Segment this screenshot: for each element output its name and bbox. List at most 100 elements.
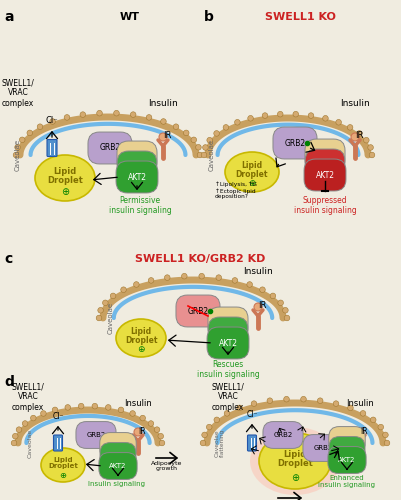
- Text: Adipocyte
growth: Adipocyte growth: [151, 461, 183, 471]
- Text: Lipid
Droplet: Lipid Droplet: [236, 160, 268, 180]
- Circle shape: [146, 114, 152, 120]
- Circle shape: [118, 407, 124, 412]
- Circle shape: [15, 144, 20, 150]
- Circle shape: [251, 401, 257, 406]
- Text: AKT2: AKT2: [316, 170, 334, 179]
- Circle shape: [278, 300, 284, 306]
- Text: Insulin: Insulin: [346, 399, 374, 408]
- Circle shape: [207, 424, 212, 430]
- Text: ⊕: ⊕: [291, 473, 299, 483]
- Circle shape: [154, 427, 160, 432]
- Circle shape: [351, 133, 359, 141]
- Circle shape: [247, 282, 253, 288]
- Circle shape: [214, 130, 219, 136]
- Circle shape: [50, 118, 55, 124]
- Circle shape: [134, 282, 139, 288]
- Text: IRS1: IRS1: [219, 318, 237, 328]
- Text: Caveolae: Caveolae: [108, 302, 114, 334]
- Text: Insulin: Insulin: [124, 399, 152, 408]
- Text: Permissive
insulin signaling: Permissive insulin signaling: [109, 196, 171, 215]
- Circle shape: [348, 405, 353, 410]
- Circle shape: [235, 120, 240, 125]
- Circle shape: [384, 440, 390, 446]
- Ellipse shape: [116, 319, 166, 357]
- Text: Lipid
Droplet: Lipid Droplet: [125, 326, 157, 345]
- Circle shape: [214, 417, 220, 422]
- Text: d: d: [4, 375, 14, 389]
- Circle shape: [254, 303, 262, 311]
- Circle shape: [223, 124, 229, 130]
- Circle shape: [277, 112, 283, 117]
- Text: PI3K: PI3K: [339, 447, 354, 453]
- Circle shape: [30, 416, 36, 421]
- Circle shape: [105, 404, 111, 410]
- Text: AKT2: AKT2: [219, 338, 237, 347]
- Text: Insulin: Insulin: [148, 99, 178, 108]
- Text: SWELL1 KO/GRB2 KD: SWELL1 KO/GRB2 KD: [135, 254, 265, 264]
- Text: GRB2: GRB2: [187, 306, 209, 316]
- Text: Enhanced
insulin signaling: Enhanced insulin signaling: [318, 475, 375, 488]
- Circle shape: [92, 404, 97, 409]
- Text: Lipid
Droplet: Lipid Droplet: [48, 457, 78, 469]
- Circle shape: [103, 300, 108, 306]
- Circle shape: [13, 152, 19, 158]
- Circle shape: [148, 420, 154, 426]
- Text: PI3K: PI3K: [110, 453, 126, 459]
- Text: ⊕: ⊕: [61, 187, 69, 197]
- Circle shape: [248, 116, 253, 121]
- Circle shape: [371, 417, 376, 422]
- Text: AKT2: AKT2: [128, 172, 146, 182]
- Text: ↑Lipolysis, TG
↑Ectopic lipid
deposition?: ↑Lipolysis, TG ↑Ectopic lipid deposition…: [215, 182, 257, 200]
- Text: SWELL1 KO: SWELL1 KO: [265, 12, 336, 22]
- Circle shape: [148, 278, 154, 283]
- Circle shape: [383, 432, 388, 438]
- Circle shape: [27, 130, 32, 136]
- Text: PI3K: PI3K: [220, 328, 236, 338]
- Text: IR: IR: [360, 426, 368, 436]
- Text: PI3K: PI3K: [317, 160, 333, 170]
- Circle shape: [134, 428, 142, 436]
- Text: IR: IR: [163, 132, 171, 140]
- Circle shape: [293, 112, 299, 117]
- Text: AKT2: AKT2: [338, 457, 356, 463]
- Circle shape: [52, 407, 58, 412]
- Circle shape: [140, 416, 146, 421]
- Text: IRS1: IRS1: [339, 437, 355, 443]
- Ellipse shape: [35, 155, 95, 201]
- Circle shape: [183, 130, 189, 136]
- FancyBboxPatch shape: [47, 140, 57, 156]
- Circle shape: [202, 432, 207, 438]
- Circle shape: [196, 144, 201, 150]
- Circle shape: [347, 124, 353, 130]
- Circle shape: [203, 144, 208, 150]
- Circle shape: [12, 434, 18, 439]
- Circle shape: [199, 274, 205, 279]
- Circle shape: [333, 401, 339, 406]
- Circle shape: [97, 110, 102, 116]
- Text: Caveolae
flattening: Caveolae flattening: [215, 429, 225, 457]
- Text: GRB2: GRB2: [273, 432, 293, 438]
- Circle shape: [197, 152, 203, 158]
- Text: Insulin: Insulin: [243, 267, 273, 276]
- Circle shape: [173, 124, 179, 130]
- Circle shape: [283, 308, 288, 313]
- Circle shape: [11, 440, 17, 446]
- Circle shape: [98, 308, 103, 313]
- Text: IR: IR: [258, 302, 266, 310]
- Text: b: b: [204, 10, 214, 24]
- Text: IR: IR: [138, 426, 146, 436]
- FancyBboxPatch shape: [247, 435, 257, 451]
- Circle shape: [224, 410, 230, 416]
- Ellipse shape: [259, 433, 331, 489]
- Text: GRB2: GRB2: [99, 144, 121, 152]
- Text: Lipid
Droplet: Lipid Droplet: [277, 450, 313, 468]
- Text: GRB2: GRB2: [313, 445, 332, 451]
- Circle shape: [80, 112, 86, 117]
- Text: ⊕: ⊕: [59, 470, 67, 480]
- Circle shape: [159, 440, 165, 446]
- Circle shape: [232, 278, 238, 283]
- Circle shape: [130, 410, 136, 416]
- Circle shape: [78, 404, 84, 409]
- Circle shape: [159, 133, 167, 141]
- Text: Caveolae: Caveolae: [28, 428, 32, 458]
